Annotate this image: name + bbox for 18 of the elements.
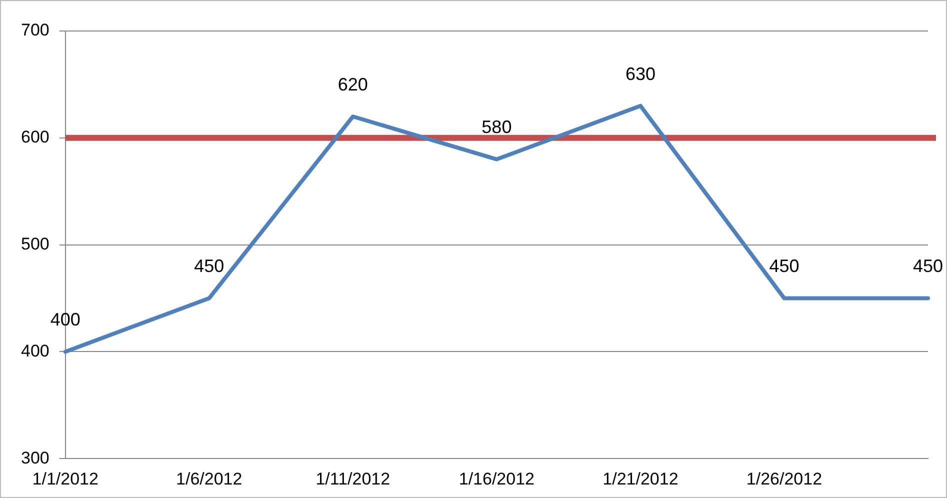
data-label: 630 [625,64,656,84]
x-tick-label: 1/26/2012 [746,469,822,488]
data-label: 400 [50,310,80,330]
data-label: 450 [912,256,944,276]
y-tick-label: 600 [20,128,50,147]
data-label: 450 [194,256,224,276]
x-tick-label: 1/1/2012 [32,469,98,488]
y-tick-label: 400 [20,341,50,360]
data-label: 580 [482,117,512,138]
y-tick-label: 300 [20,448,50,468]
x-tick-label: 1/16/2012 [458,469,534,488]
y-tick-label: 700 [20,20,50,40]
x-tick-label: 1/6/2012 [176,469,242,488]
y-tick-label: 500 [20,234,50,254]
data-label: 620 [338,74,368,94]
x-tick-label: 1/21/2012 [602,469,678,488]
data-label: 450 [769,256,800,276]
x-tick-label: 1/11/2012 [316,469,390,488]
